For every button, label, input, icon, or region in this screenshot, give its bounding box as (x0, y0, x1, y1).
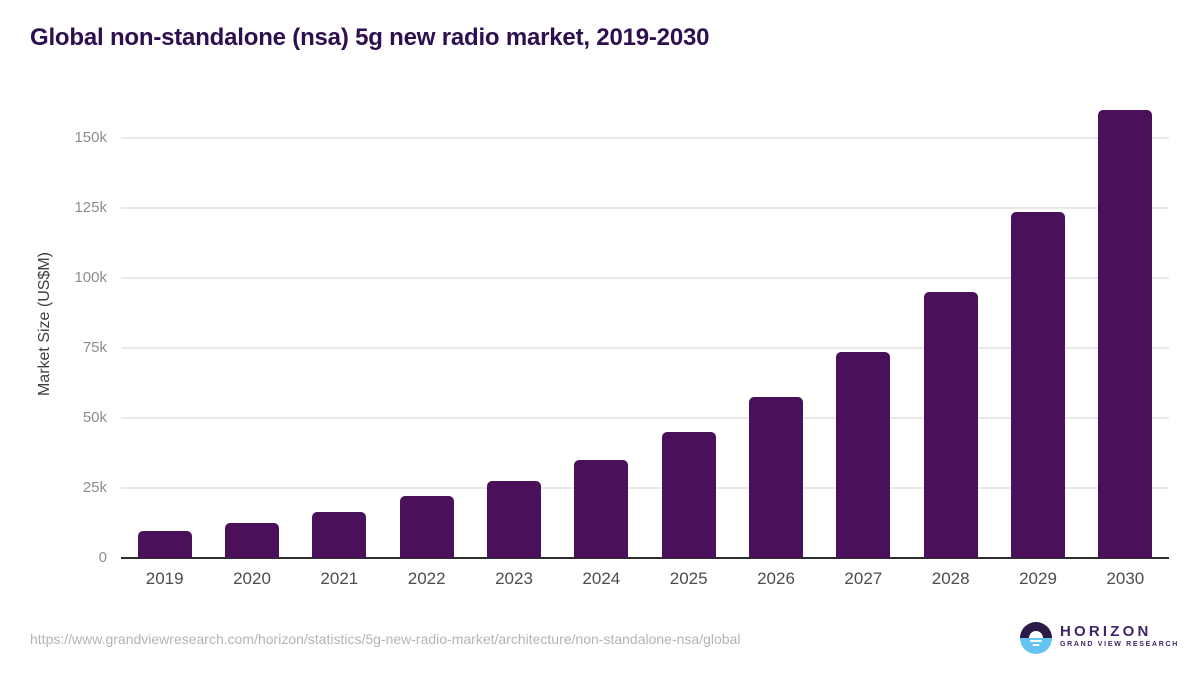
bar-2027[interactable] (836, 352, 891, 558)
gridline-100k (121, 277, 1169, 279)
logo-subtitle: GRAND VIEW RESEARCH (1060, 641, 1180, 648)
bar-2021[interactable] (312, 511, 367, 558)
x-tick-label-2019: 2019 (145, 569, 184, 588)
x-tick-label-2023: 2023 (495, 569, 533, 588)
bar-2023[interactable] (487, 481, 541, 558)
gridline-50k (121, 417, 1169, 419)
bar-2024[interactable] (574, 460, 629, 558)
y-axis-tick-labels: 0 25k 50k 75k 100k 125k 150k (0, 110, 107, 566)
logo-wordmark: HORIZON (1060, 623, 1152, 640)
y-tick-label-50k: 50k (82, 409, 107, 426)
x-tick-label-2030: 2030 (1106, 569, 1145, 588)
x-tick-label-2024: 2024 (582, 569, 621, 588)
gridline-75k (121, 347, 1169, 349)
x-tick-label-2025: 2025 (669, 569, 708, 588)
y-tick-label-25k: 25k (82, 479, 107, 496)
bar-2022[interactable] (399, 496, 454, 558)
x-tick-label-2026: 2026 (757, 569, 795, 588)
logo-sea-half (1020, 638, 1052, 654)
bar-2020[interactable] (225, 523, 279, 558)
plot-area (121, 110, 1169, 559)
x-tick-label-2029: 2029 (1019, 569, 1057, 588)
x-tick-label-2022: 2022 (407, 569, 446, 588)
logo-sky-half (1020, 622, 1052, 638)
chart-title: Global non-standalone (nsa) 5g new radio… (30, 24, 710, 51)
y-tick-label-0: 0 (98, 549, 107, 566)
logo-sun (1029, 631, 1043, 638)
bar-2028[interactable] (923, 292, 978, 558)
bar-2026[interactable] (749, 397, 803, 558)
x-tick-label-2021: 2021 (320, 569, 359, 588)
bar-2019[interactable] (137, 531, 192, 558)
y-tick-label-100k: 100k (74, 269, 107, 286)
logo-text: HORIZON GRAND VIEW RESEARCH (1060, 622, 1179, 649)
bar-2030[interactable] (1098, 110, 1153, 558)
logo-reflection-stripe (1030, 640, 1042, 642)
bar-2029[interactable] (1011, 212, 1065, 558)
x-tick-label-2027: 2027 (844, 569, 883, 588)
y-tick-label-125k: 125k (74, 199, 107, 216)
x-tick-label-2020: 2020 (233, 569, 271, 588)
y-tick-label-150k: 150k (74, 129, 107, 146)
y-tick-label-75k: 75k (82, 339, 107, 356)
source-url: https://www.grandviewresearch.com/horizo… (30, 631, 741, 647)
x-axis-line (121, 557, 1169, 559)
logo-reflection-stripe (1032, 643, 1040, 646)
horizon-logo: HORIZON GRAND VIEW RESEARCH (1020, 622, 1179, 654)
x-tick-label-2028: 2028 (931, 569, 970, 588)
x-axis-tick-labels: 2019 2020 2021 2022 2023 2024 2025 2026 2027 2028… (121, 569, 1169, 591)
gridline-25k (121, 487, 1169, 489)
gridline-150k (121, 137, 1169, 139)
gridline-125k (121, 207, 1169, 209)
bar-2025[interactable] (661, 432, 716, 558)
horizon-sunset-icon (1020, 622, 1052, 654)
